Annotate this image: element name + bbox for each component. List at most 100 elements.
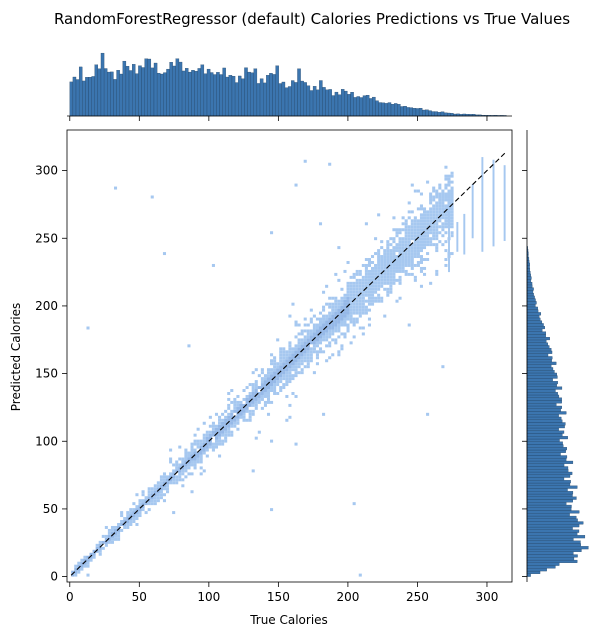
heatmap-bin [386, 246, 390, 250]
heatmap-bin [120, 528, 124, 532]
y-marginal-bar [526, 502, 567, 506]
heatmap-bin [429, 213, 433, 217]
heatmap-bin [254, 394, 258, 398]
y-marginal-bar [526, 397, 562, 401]
heatmap-bin [162, 481, 167, 485]
heatmap-bin [120, 520, 124, 523]
x-marginal-bar [337, 94, 342, 117]
heatmap-bin [74, 564, 78, 568]
heatmap-bin [343, 305, 347, 309]
heatmap-bin [334, 341, 338, 345]
y-marginal-bar [526, 419, 563, 423]
heatmap-bin [218, 439, 222, 443]
heatmap-bin [156, 481, 160, 485]
heatmap-bin [435, 234, 439, 238]
heatmap-bin [263, 400, 267, 404]
heatmap-bin [398, 278, 402, 282]
heatmap-bin [233, 397, 237, 401]
heatmap-bin [419, 255, 423, 259]
heatmap-bin [395, 299, 399, 303]
x-marginal-bar [325, 89, 329, 117]
heatmap-bin [144, 502, 148, 506]
heatmap-bin [285, 365, 289, 369]
heatmap-bin [233, 409, 237, 413]
heatmap-bin [86, 573, 90, 577]
heatmap-bin [294, 442, 298, 446]
heatmap-bin [370, 269, 375, 273]
heatmap-bin [117, 525, 121, 529]
heatmap-bin [184, 460, 188, 464]
heatmap-bin [374, 252, 378, 256]
heatmap-bin [233, 415, 237, 419]
heatmap-bin [398, 260, 402, 264]
y-marginal-bar [526, 389, 556, 393]
heatmap-bin [429, 210, 433, 214]
heatmap-bin [141, 493, 145, 497]
heatmap-bin [416, 263, 420, 267]
x-marginal-bar [340, 89, 345, 117]
heatmap-bin [150, 496, 154, 500]
heatmap-bin [236, 415, 240, 419]
heatmap-bin [300, 341, 304, 345]
heatmap-bin [266, 400, 271, 404]
heatmap-bin [340, 287, 344, 291]
heatmap-bin [221, 439, 225, 443]
heatmap-bin [315, 332, 319, 336]
heatmap-bin [285, 362, 289, 366]
heatmap-bin [150, 499, 154, 503]
heatmap-bin [288, 314, 292, 318]
heatmap-bin [380, 263, 384, 267]
heatmap-bin [312, 350, 316, 354]
heatmap-bin [334, 314, 338, 318]
x-marginal-bar [181, 70, 186, 117]
heatmap-bin [410, 231, 414, 235]
heatmap-bin [294, 353, 298, 357]
heatmap-bin [438, 216, 442, 220]
heatmap-bin [153, 496, 157, 500]
heatmap-bin [392, 216, 396, 220]
heatmap-bin [386, 272, 390, 276]
heatmap-bin [294, 335, 298, 339]
heatmap-bin [322, 338, 326, 342]
heatmap-bin [325, 332, 329, 336]
heatmap-bin [435, 213, 439, 217]
heatmap-bin [438, 204, 442, 208]
heatmap-bin [374, 272, 378, 276]
heatmap-bin [318, 329, 323, 333]
heatmap-bin [380, 296, 384, 300]
heatmap-bin [89, 555, 93, 559]
heatmap-bin [398, 263, 402, 267]
heatmap-bin [190, 472, 194, 476]
heatmap-bin [389, 281, 393, 285]
heatmap-bin [349, 311, 353, 315]
heatmap-bin [239, 403, 243, 407]
y-marginal-bar [526, 320, 543, 324]
heatmap-bin [227, 421, 231, 425]
y-marginal-bar [526, 510, 580, 514]
heatmap-bin [328, 356, 332, 360]
y-marginal-bar [526, 524, 580, 528]
x-marginal-bar [244, 67, 248, 117]
heatmap-bin [426, 237, 430, 241]
heatmap-bin [270, 508, 274, 512]
heatmap-bin [328, 341, 332, 345]
heatmap-bin [325, 344, 329, 348]
heatmap-bin [214, 439, 219, 443]
heatmap-bin [349, 275, 353, 279]
heatmap-bin [315, 338, 319, 342]
heatmap-bin [303, 353, 307, 357]
heatmap-bin [410, 252, 414, 256]
heatmap-bin [110, 525, 115, 529]
heatmap-bin [205, 454, 209, 458]
heatmap-bin [367, 281, 371, 285]
heatmap-bin [331, 317, 335, 321]
y-tick-label: 200 [35, 299, 58, 313]
heatmap-bin [297, 356, 301, 360]
heatmap-bin [349, 287, 353, 291]
heatmap-bin [218, 430, 222, 434]
heatmap-bin [444, 186, 448, 190]
x-marginal-bar [225, 76, 229, 117]
heatmap-bin [392, 240, 396, 244]
joint-heatmap [71, 157, 506, 577]
y-marginal-bar [526, 301, 537, 305]
